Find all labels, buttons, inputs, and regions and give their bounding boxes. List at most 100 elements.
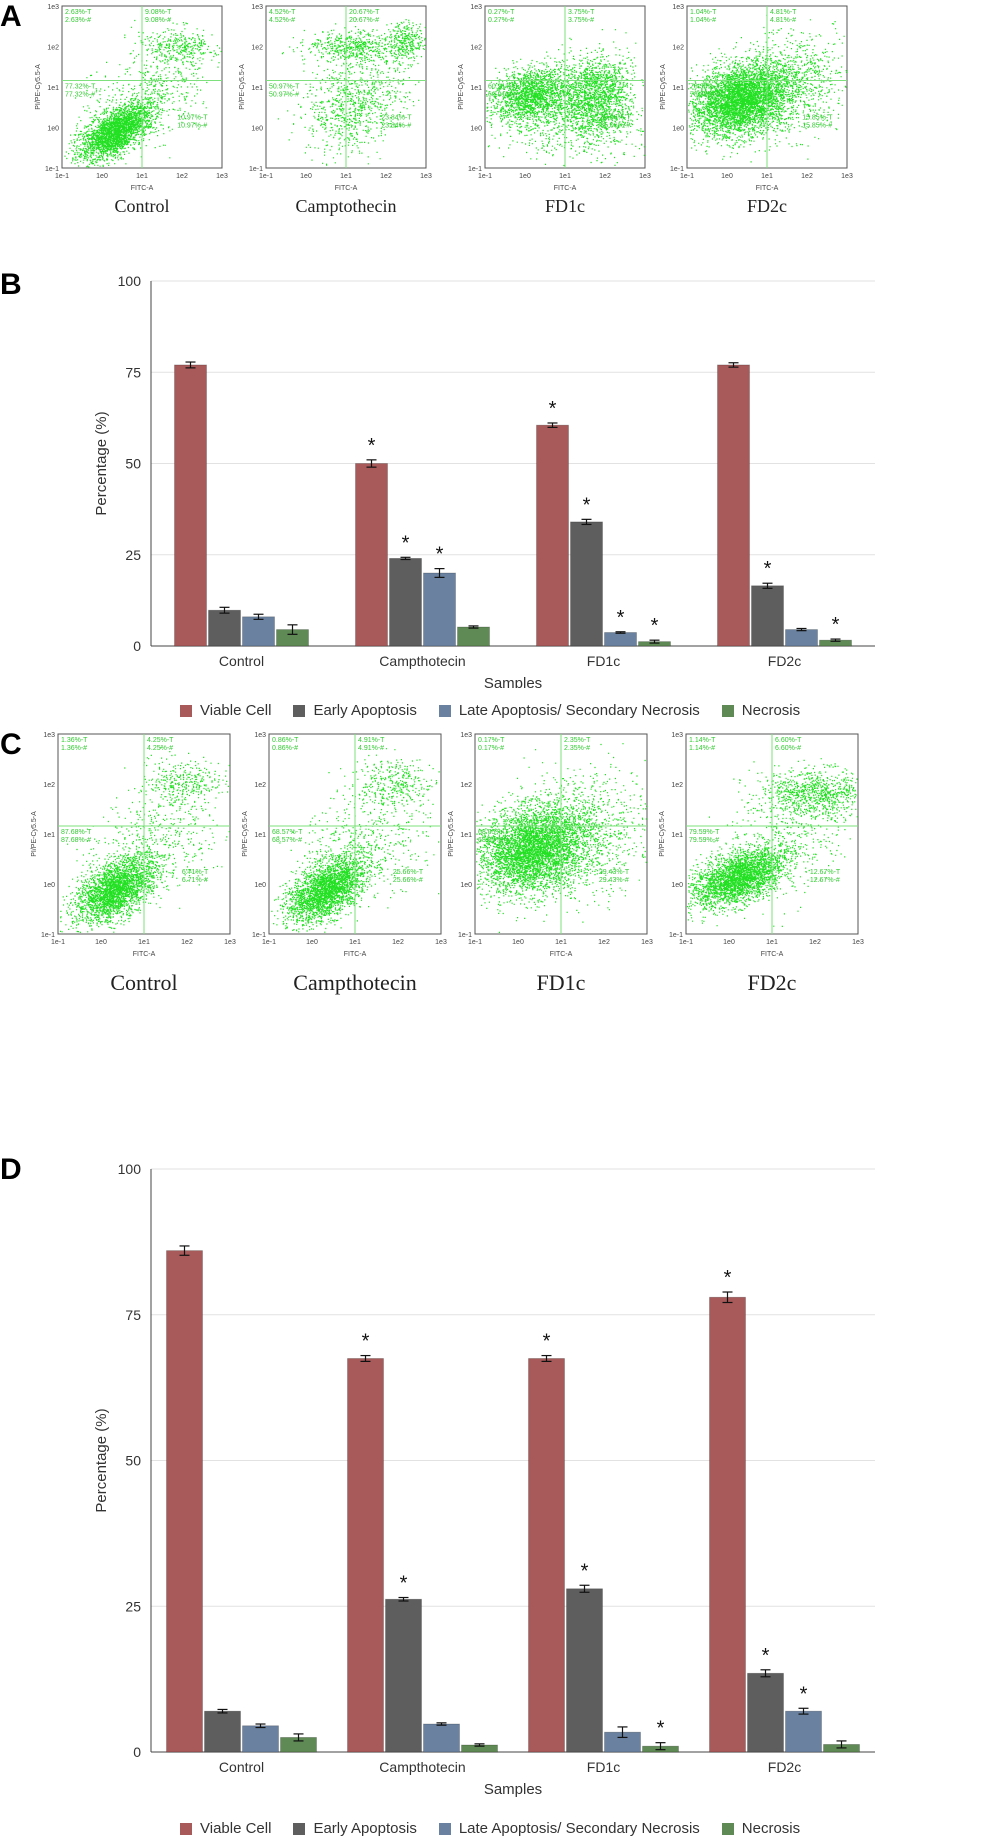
legend-swatch	[438, 704, 451, 717]
quadrant-ul-text: 0.17%-#	[478, 745, 504, 752]
quadrant-ll-text: 50.97%-#	[269, 92, 299, 99]
bar	[347, 1358, 384, 1752]
legend-label: Early Apoptosis	[313, 1820, 417, 1837]
y-tick-label: 25	[125, 547, 141, 563]
bar-chart-b: 0 25 50 75 100 Control * * * Campthotecin * * * * FD1c…	[93, 273, 875, 688]
quadrant-ur-text: 4.81%-#	[770, 17, 796, 24]
x-tick-label: 1e3	[224, 939, 236, 946]
quadrant-ll-text: 60.91%-T	[488, 84, 519, 91]
quadrant-ur-text: 9.08%-T	[145, 9, 172, 16]
flow-caption: FD1c	[545, 196, 585, 216]
quadrant-ll-text: 87.68%-T	[61, 829, 92, 836]
y-tick-label: 1e0	[47, 126, 59, 133]
y-tick-label: 0	[133, 638, 141, 654]
legend-swatch	[721, 704, 734, 717]
scatter-dots	[112, 747, 229, 815]
flow-caption: FD1c	[536, 970, 586, 995]
quadrant-lr-text: 29.43%-#	[599, 877, 629, 884]
bar	[709, 1297, 746, 1752]
flow-plot-area: 0.27%-T0.27%-# 3.75%-T3.75%-# 60.91%-T60.9…	[484, 5, 646, 169]
significance-star: *	[402, 532, 410, 554]
quadrant-ll-text: 60.91%-#	[488, 92, 518, 99]
y-axis-title: Percentage (%)	[93, 1408, 110, 1512]
y-tick-label: 1e3	[470, 4, 482, 11]
y-tick-label: 0	[133, 1744, 141, 1760]
x-tick-label: 1e2	[392, 939, 404, 946]
y-axis-title: Percentage (%)	[93, 411, 110, 515]
x-tick-label: 1e0	[306, 939, 318, 946]
y-tick-label: 1e1	[460, 832, 472, 839]
quadrant-ul-text: 0.86%-T	[272, 737, 299, 744]
quadrant-ul-text: 4.52%-T	[269, 9, 296, 16]
flow-plot-area: 1.36%-T1.36%-# 4.25%-T4.25%-# 87.68%-T87.6…	[57, 733, 231, 935]
flow-caption: Camptothecin	[295, 196, 397, 216]
y-tick-label: 1e1	[254, 832, 266, 839]
x-axis-title: Samples	[484, 675, 542, 688]
quadrant-lr-text: 10.97%-T	[177, 114, 208, 121]
scatter-dots	[328, 748, 440, 816]
significance-star: *	[581, 1560, 589, 1582]
x-tick-label: 1e-1	[51, 939, 65, 946]
y-tick-label: 1e2	[254, 782, 266, 789]
quadrant-ll-text: 50.97%-T	[269, 84, 300, 91]
quadrant-lr-text: 29.43%-T	[599, 869, 630, 876]
bar	[276, 629, 309, 646]
bar	[355, 463, 388, 646]
x-tick-label: 1e0	[300, 173, 312, 180]
quadrant-ul-text: 0.17%-T	[478, 737, 505, 744]
legend-item: Necrosis	[721, 702, 801, 719]
quadrant-lr-text: 35.06%-T	[600, 114, 631, 121]
legend-label: Necrosis	[741, 702, 801, 719]
y-axis-label: PI/PE-Cy5.5-A	[448, 811, 455, 857]
y-tick-label: 1e0	[43, 882, 55, 889]
quadrant-lr-text: 23.84%-T	[381, 114, 412, 121]
x-tick-label: 1e-1	[468, 939, 482, 946]
quadrant-ul-text: 1.36%-T	[61, 737, 88, 744]
bar	[280, 1737, 317, 1752]
y-tick-label: 1e1	[43, 832, 55, 839]
y-tick-label: 1e1	[251, 85, 263, 92]
legend-swatch	[180, 1822, 192, 1835]
y-tick-label: 1e-1	[252, 932, 266, 939]
y-tick-label: 1e3	[460, 732, 472, 739]
quadrant-ll-text: 77.32%-#	[65, 92, 95, 99]
x-tick-label: 1e-1	[55, 173, 69, 180]
x-tick-label: 1e3	[639, 173, 651, 180]
flow-plot-area: 2.63%-T2.63%-# 9.08%-T9.08%-# 77.32%-T77.3…	[61, 5, 223, 169]
bar	[242, 616, 275, 646]
scatter-dots	[691, 14, 848, 163]
legend-item: Viable Cell	[180, 1820, 271, 1837]
bar	[751, 585, 784, 646]
quadrant-lr-text: 12.67%-T	[810, 869, 841, 876]
legend-swatch	[721, 1822, 734, 1835]
y-axis-label: PI/PE-Cy5.5-A	[35, 64, 42, 110]
x-tick-label: 1e3	[641, 939, 653, 946]
x-tick-label: 1e3	[435, 939, 447, 946]
y-tick-label: 1e0	[254, 882, 266, 889]
y-tick-label: 50	[125, 456, 141, 472]
quadrant-lr-text: 35.06%-#	[600, 122, 630, 129]
y-tick-label: 1e-1	[45, 166, 59, 173]
x-tick-label: 1e-1	[259, 173, 273, 180]
significance-star: *	[436, 544, 444, 566]
bar	[528, 1358, 565, 1752]
x-tick-label: 1e0	[96, 173, 108, 180]
quadrant-ur-text: 6.60%-#	[775, 745, 801, 752]
bar	[566, 1588, 603, 1752]
quadrant-ul-text: 1.04%-T	[690, 9, 717, 16]
bar	[570, 521, 603, 646]
flow-plot: 1.14%-T1.14%-# 6.60%-T6.60%-# 79.59%-T79.5…	[659, 732, 864, 958]
flow-plot: 1.36%-T1.36%-# 4.25%-T4.25%-# 87.68%-T87.6…	[31, 732, 236, 958]
quadrant-ur-text: 2.35%-#	[564, 745, 590, 752]
y-axis-label: PI/PE-Cy5.5-A	[659, 811, 666, 857]
x-tick-label: 1e3	[420, 173, 432, 180]
bar	[204, 1711, 241, 1752]
quadrant-ur-text: 4.91%-#	[358, 745, 384, 752]
bar	[536, 425, 569, 646]
bar	[785, 629, 818, 646]
significance-star: *	[362, 1331, 370, 1353]
bar	[785, 1711, 822, 1752]
x-tick-label: 1e2	[598, 939, 610, 946]
y-tick-label: 1e2	[460, 782, 472, 789]
x-tick-label: 1e0	[519, 173, 531, 180]
